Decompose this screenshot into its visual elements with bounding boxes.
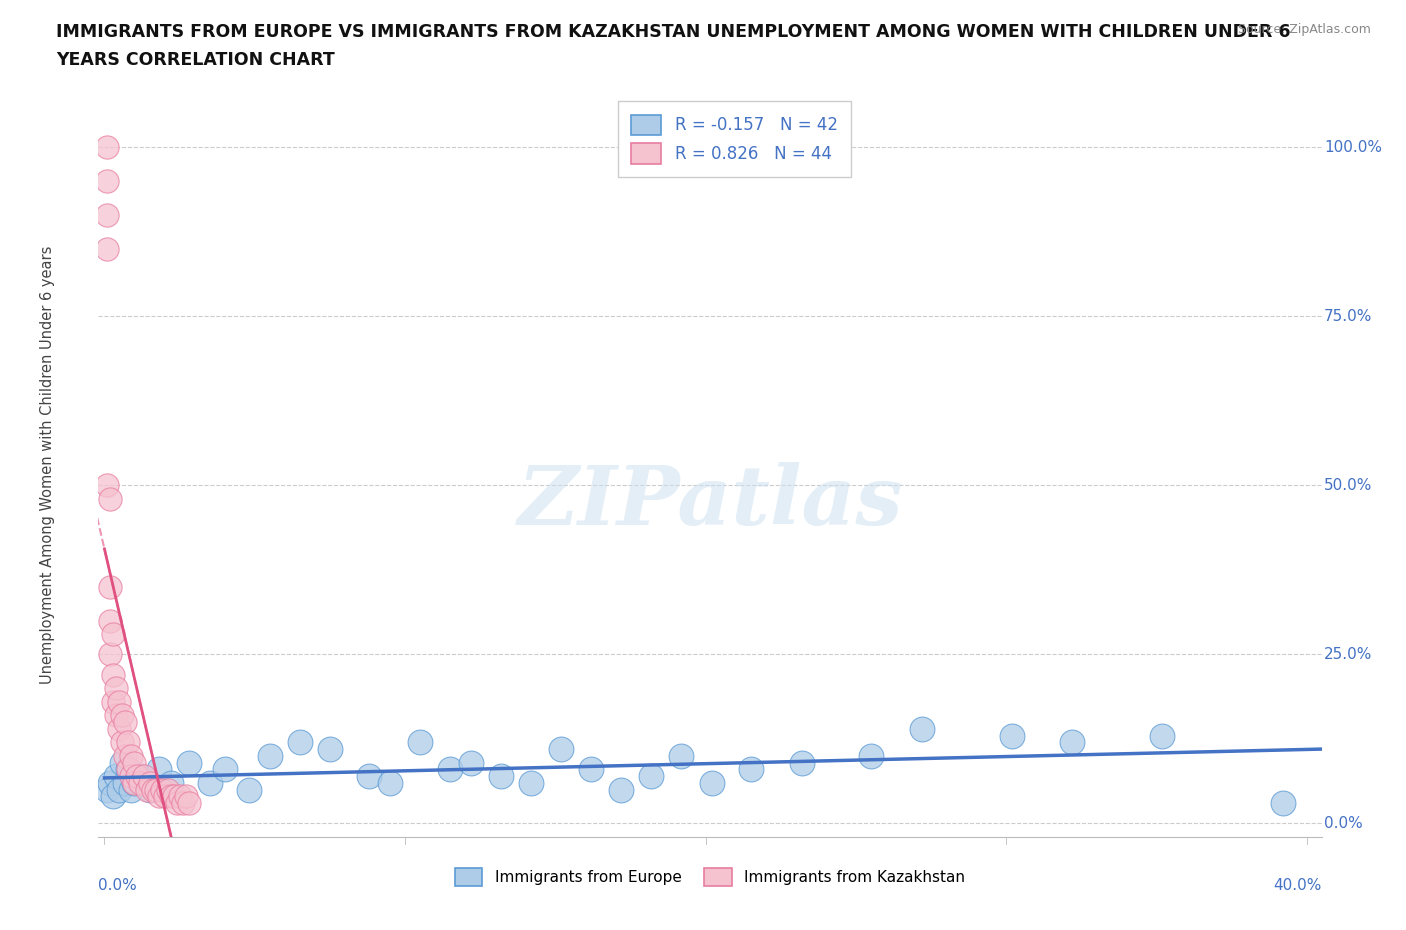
Point <box>103 789 125 804</box>
Point <box>214 762 236 777</box>
Point <box>127 769 149 784</box>
Point <box>100 579 122 594</box>
Point <box>460 755 482 770</box>
Text: 100.0%: 100.0% <box>1324 140 1382 154</box>
Point <box>640 769 662 784</box>
Point <box>121 782 143 797</box>
Text: 50.0%: 50.0% <box>1324 478 1372 493</box>
Point <box>105 681 128 696</box>
Point <box>121 769 143 784</box>
Point <box>166 796 188 811</box>
Point <box>103 667 125 682</box>
Point <box>162 789 184 804</box>
Point <box>138 776 160 790</box>
Point <box>129 776 152 790</box>
Text: Unemployment Among Women with Children Under 6 years: Unemployment Among Women with Children U… <box>39 246 55 684</box>
Point <box>145 782 167 797</box>
Text: 75.0%: 75.0% <box>1324 309 1372 324</box>
Point <box>114 776 136 790</box>
Point <box>105 708 128 723</box>
Point <box>172 796 194 811</box>
Point <box>111 755 134 770</box>
Point <box>198 776 221 790</box>
Point <box>1001 728 1024 743</box>
Point <box>96 207 118 222</box>
Point <box>150 782 173 797</box>
Text: ZIPatlas: ZIPatlas <box>517 462 903 542</box>
Point <box>169 789 191 804</box>
Text: Source: ZipAtlas.com: Source: ZipAtlas.com <box>1237 23 1371 36</box>
Point <box>288 735 311 750</box>
Legend: Immigrants from Europe, Immigrants from Kazakhstan: Immigrants from Europe, Immigrants from … <box>449 862 972 893</box>
Point <box>153 789 176 804</box>
Point <box>124 776 146 790</box>
Point <box>100 647 122 662</box>
Text: 0.0%: 0.0% <box>98 878 138 893</box>
Point <box>439 762 461 777</box>
Point <box>859 749 882 764</box>
Point <box>138 782 160 797</box>
Point <box>156 782 179 797</box>
Point <box>610 782 633 797</box>
Point <box>177 796 200 811</box>
Point <box>141 782 163 797</box>
Point <box>117 762 139 777</box>
Text: 25.0%: 25.0% <box>1324 647 1372 662</box>
Point <box>378 776 401 790</box>
Point <box>357 769 380 784</box>
Point <box>96 241 118 256</box>
Point <box>911 722 934 737</box>
Point <box>117 735 139 750</box>
Point <box>108 722 131 737</box>
Point <box>148 789 170 804</box>
Point <box>124 776 146 790</box>
Point <box>409 735 432 750</box>
Point <box>1062 735 1084 750</box>
Point <box>174 789 197 804</box>
Point <box>121 749 143 764</box>
Point <box>790 755 813 770</box>
Point <box>671 749 693 764</box>
Text: YEARS CORRELATION CHART: YEARS CORRELATION CHART <box>56 51 335 69</box>
Point <box>124 755 146 770</box>
Text: 0.0%: 0.0% <box>1324 816 1362 831</box>
Point <box>96 782 118 797</box>
Point <box>105 769 128 784</box>
Point <box>520 776 543 790</box>
Point <box>100 776 122 790</box>
Point <box>259 749 281 764</box>
Text: IMMIGRANTS FROM EUROPE VS IMMIGRANTS FROM KAZAKHSTAN UNEMPLOYMENT AMONG WOMEN WI: IMMIGRANTS FROM EUROPE VS IMMIGRANTS FRO… <box>56 23 1291 41</box>
Point <box>159 789 181 804</box>
Point <box>96 140 118 154</box>
Point <box>132 769 155 784</box>
Point <box>740 762 762 777</box>
Point <box>319 741 342 756</box>
Point <box>159 776 181 790</box>
Point <box>129 769 152 784</box>
Point <box>581 762 603 777</box>
Point <box>117 762 139 777</box>
Point <box>700 776 723 790</box>
Point <box>100 613 122 628</box>
Point <box>148 762 170 777</box>
Point <box>135 782 157 797</box>
Text: 40.0%: 40.0% <box>1274 878 1322 893</box>
Point <box>550 741 572 756</box>
Point <box>111 735 134 750</box>
Point <box>177 755 200 770</box>
Point <box>96 174 118 189</box>
Point <box>1271 796 1294 811</box>
Point <box>1152 728 1174 743</box>
Point <box>100 491 122 506</box>
Point <box>114 714 136 729</box>
Point <box>108 782 131 797</box>
Point <box>103 695 125 710</box>
Point <box>111 708 134 723</box>
Point <box>103 627 125 642</box>
Point <box>96 478 118 493</box>
Point <box>108 695 131 710</box>
Point <box>489 769 512 784</box>
Point <box>238 782 260 797</box>
Point <box>114 749 136 764</box>
